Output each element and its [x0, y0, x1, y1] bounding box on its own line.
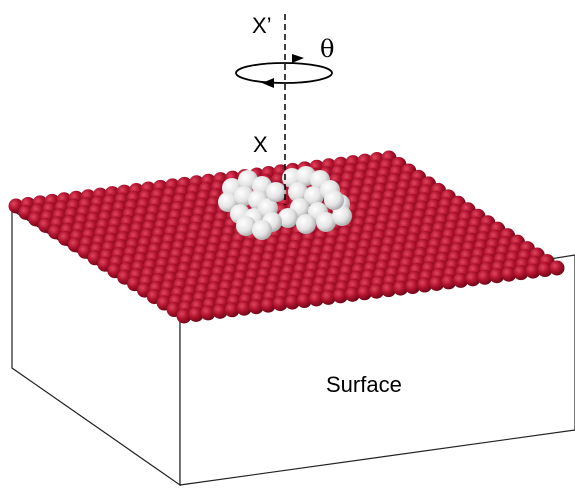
rotation-ellipse — [236, 63, 332, 83]
molecule-atom — [296, 214, 316, 234]
arrow-head — [292, 54, 304, 63]
diagram: X’ θ X Surface — [0, 0, 575, 488]
rotation-label: θ — [320, 35, 334, 63]
molecule-atom — [266, 182, 286, 202]
axis-top-label: X’ — [252, 13, 272, 38]
atom — [550, 261, 565, 276]
molecule-atom — [324, 190, 344, 210]
arrow-head — [262, 78, 274, 88]
axis-bottom-label: X — [253, 132, 268, 157]
molecule-atom — [252, 220, 272, 240]
surface-label: Surface — [326, 372, 402, 397]
